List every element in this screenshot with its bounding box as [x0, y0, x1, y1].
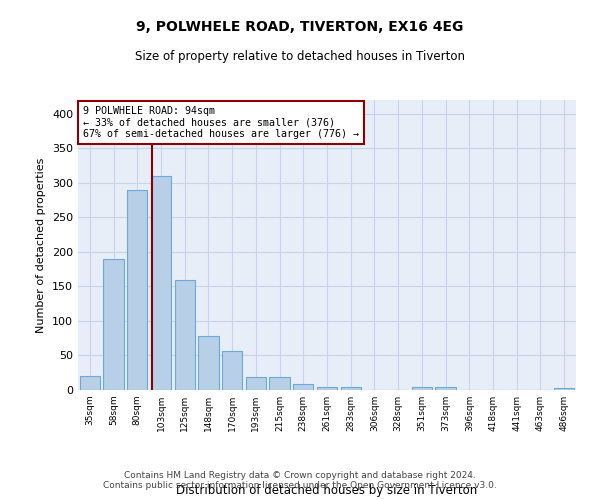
Bar — [554, 388, 574, 390]
Bar — [127, 190, 148, 390]
Bar — [246, 377, 266, 390]
Bar — [175, 280, 195, 390]
Text: 9, POLWHELE ROAD, TIVERTON, EX16 4EG: 9, POLWHELE ROAD, TIVERTON, EX16 4EG — [136, 20, 464, 34]
Bar — [293, 384, 313, 390]
Text: 9 POLWHELE ROAD: 94sqm
← 33% of detached houses are smaller (376)
67% of semi-de: 9 POLWHELE ROAD: 94sqm ← 33% of detached… — [83, 106, 359, 139]
Y-axis label: Number of detached properties: Number of detached properties — [37, 158, 46, 332]
Bar — [151, 176, 171, 390]
Bar — [412, 386, 432, 390]
Bar — [436, 386, 455, 390]
X-axis label: Distribution of detached houses by size in Tiverton: Distribution of detached houses by size … — [176, 484, 478, 497]
Text: Contains HM Land Registry data © Crown copyright and database right 2024.
Contai: Contains HM Land Registry data © Crown c… — [103, 470, 497, 490]
Text: Size of property relative to detached houses in Tiverton: Size of property relative to detached ho… — [135, 50, 465, 63]
Bar — [199, 336, 218, 390]
Bar — [317, 386, 337, 390]
Bar — [222, 350, 242, 390]
Bar — [80, 376, 100, 390]
Bar — [269, 377, 290, 390]
Bar — [341, 386, 361, 390]
Bar — [103, 259, 124, 390]
